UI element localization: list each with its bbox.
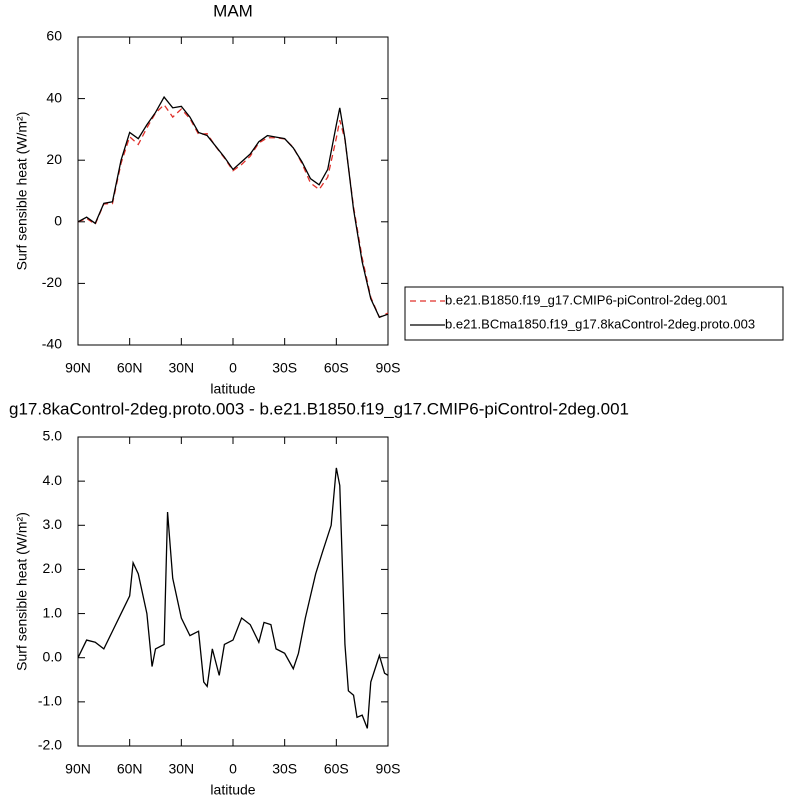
x-tick-label: 90N bbox=[65, 761, 91, 777]
y-tick-label: 4.0 bbox=[43, 472, 63, 488]
x-tick-label: 0 bbox=[229, 360, 237, 376]
x-tick-label: 60N bbox=[117, 761, 143, 777]
y-axis-label: Surf sensible heat (W/m²) bbox=[14, 512, 30, 671]
y-tick-label: -2.0 bbox=[38, 737, 62, 753]
legend-box bbox=[404, 286, 784, 341]
legend-label: b.e21.BCma1850.f19_g17.8kaControl-2deg.p… bbox=[445, 316, 755, 331]
plot-frame bbox=[77, 436, 389, 747]
chart-title: g17.8kaControl-2deg.proto.003 - b.e21.B1… bbox=[9, 399, 629, 418]
x-tick-label: 60S bbox=[324, 360, 349, 376]
x-tick-label: 90N bbox=[65, 360, 91, 376]
legend-label: b.e21.B1850.f19_g17.CMIP6-piControl-2deg… bbox=[445, 292, 728, 307]
y-tick-label: 5.0 bbox=[43, 428, 63, 444]
x-tick-label: 30S bbox=[272, 360, 297, 376]
y-tick-label: 40 bbox=[46, 89, 62, 105]
y-tick-label: -40 bbox=[42, 336, 62, 352]
y-axis-label: Surf sensible heat (W/m²) bbox=[14, 112, 30, 271]
y-tick-label: 1.0 bbox=[43, 604, 63, 620]
x-tick-label: 30S bbox=[272, 761, 297, 777]
y-tick-label: -20 bbox=[42, 274, 62, 290]
x-axis-label: latitude bbox=[210, 381, 255, 397]
x-tick-label: 60N bbox=[117, 360, 143, 376]
x-tick-label: 60S bbox=[324, 761, 349, 777]
data-line bbox=[77, 467, 389, 729]
y-tick-label: 0.0 bbox=[43, 648, 63, 664]
x-axis-label: latitude bbox=[210, 782, 255, 798]
data-line bbox=[77, 95, 389, 319]
chart-title: MAM bbox=[213, 1, 253, 20]
y-tick-label: 20 bbox=[46, 151, 62, 167]
x-tick-label: 0 bbox=[229, 761, 237, 777]
data-line bbox=[77, 103, 389, 319]
y-tick-label: -1.0 bbox=[38, 693, 62, 709]
y-tick-label: 60 bbox=[46, 28, 62, 44]
y-tick-label: 3.0 bbox=[43, 516, 63, 532]
plot-frame bbox=[77, 36, 389, 346]
x-tick-label: 30N bbox=[168, 360, 194, 376]
y-tick-label: 2.0 bbox=[43, 560, 63, 576]
x-tick-label: 90S bbox=[376, 761, 401, 777]
y-tick-label: 0 bbox=[54, 213, 62, 229]
x-tick-label: 30N bbox=[168, 761, 194, 777]
x-tick-label: 90S bbox=[376, 360, 401, 376]
